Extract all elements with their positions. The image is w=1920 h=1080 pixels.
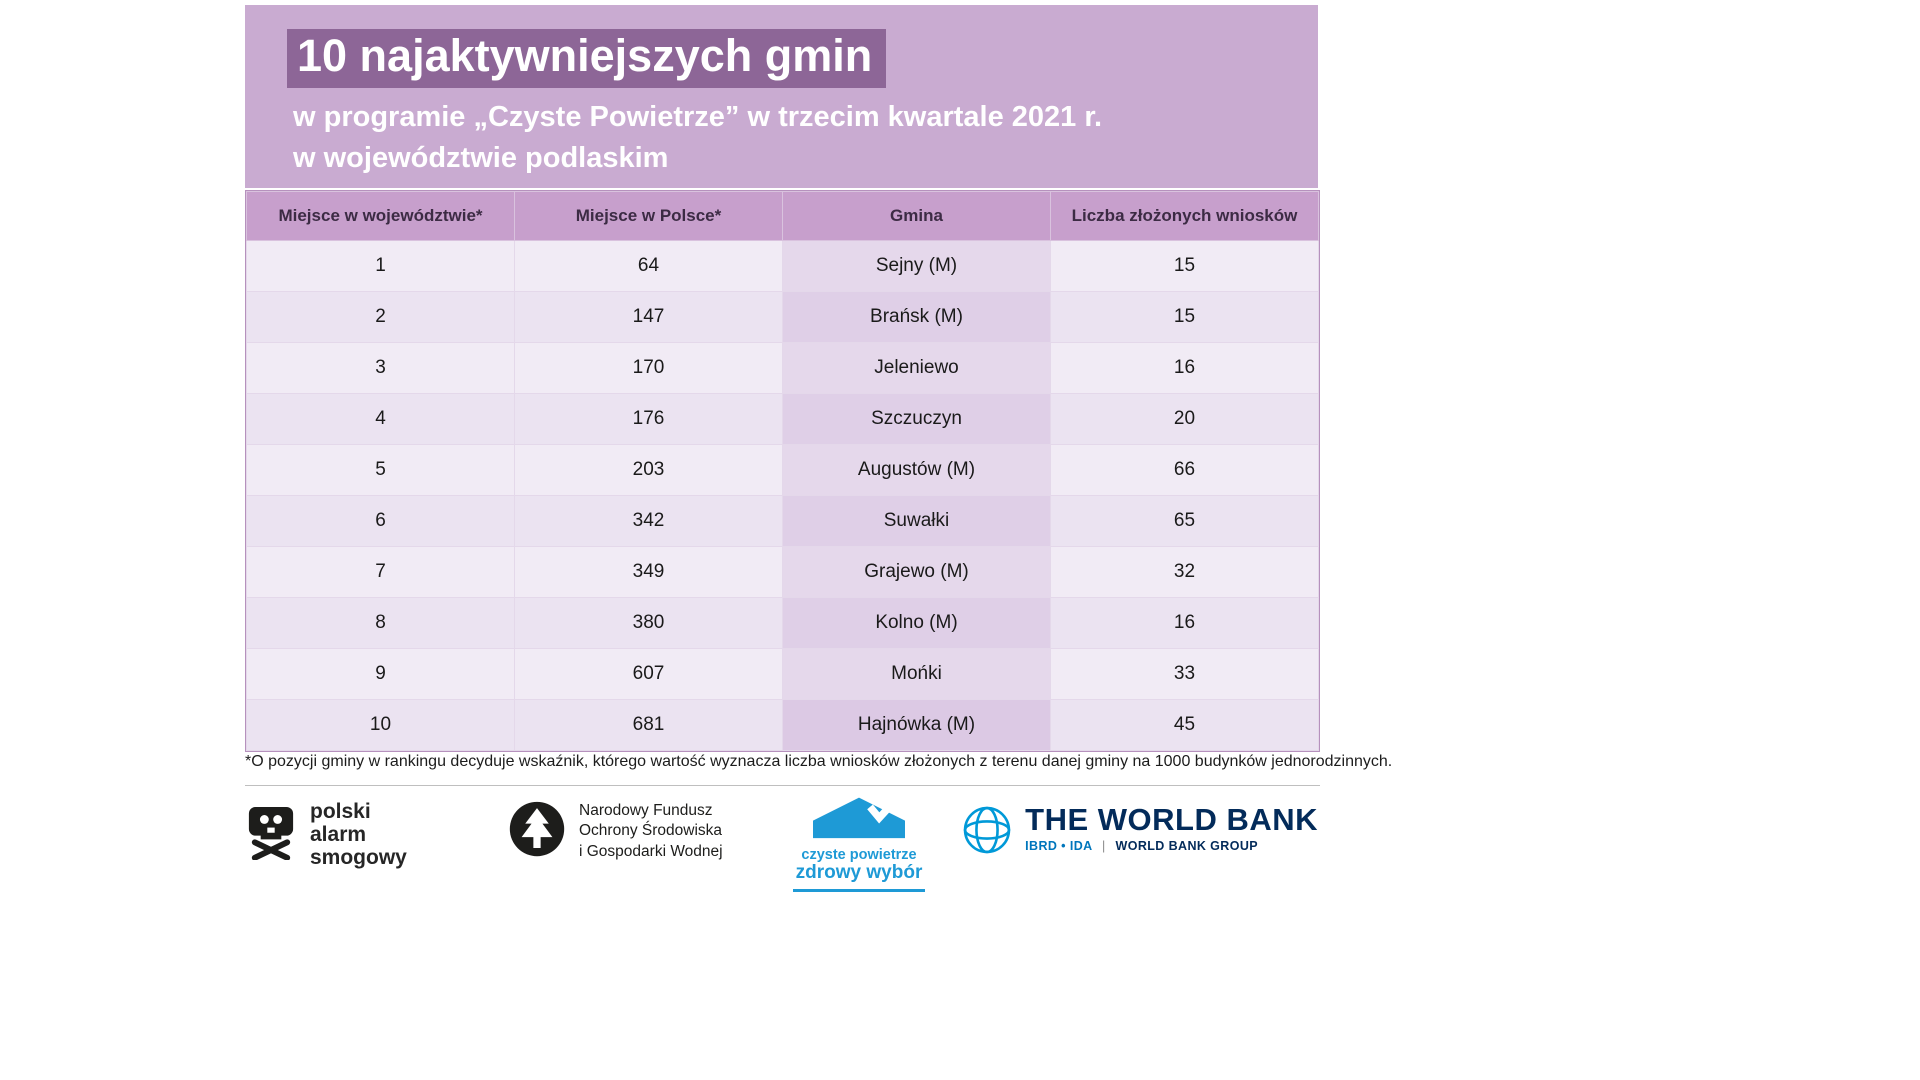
page-subtitle: w programie „Czyste Powietrze” w trzecim… bbox=[287, 97, 1278, 179]
cell-liczba-wnioskow: 20 bbox=[1050, 393, 1319, 445]
wb-divider: | bbox=[1101, 839, 1106, 853]
cell-miejsce-wojewodztwo: 8 bbox=[246, 597, 515, 649]
col-header-miejsce-wojewodztwo: Miejsce w województwie* bbox=[246, 191, 515, 241]
nfos-logo-text: Narodowy Fundusz Ochrony Środowiska i Go… bbox=[579, 801, 723, 861]
table-row: 5 203 Augustów (M) 66 bbox=[246, 444, 1319, 496]
table-row: 6 342 Suwałki 65 bbox=[246, 495, 1319, 547]
cell-liczba-wnioskow: 33 bbox=[1050, 648, 1319, 700]
cell-miejsce-polska: 681 bbox=[514, 699, 783, 751]
cp-text-line-2: zdrowy wybór bbox=[795, 862, 923, 883]
table-header-row: Miejsce w województwie* Miejsce w Polsce… bbox=[246, 191, 1319, 241]
cell-gmina: Szczuczyn bbox=[782, 393, 1051, 445]
cell-miejsce-wojewodztwo: 10 bbox=[246, 699, 515, 751]
table-row: 7 349 Grajewo (M) 32 bbox=[246, 546, 1319, 598]
cell-gmina: Hajnówka (M) bbox=[782, 699, 1051, 751]
cell-gmina: Kolno (M) bbox=[782, 597, 1051, 649]
cell-liczba-wnioskow: 32 bbox=[1050, 546, 1319, 598]
col-header-liczba-wnioskow: Liczba złożonych wniosków bbox=[1050, 191, 1319, 241]
cell-liczba-wnioskow: 65 bbox=[1050, 495, 1319, 547]
pas-text-line-3: smogowy bbox=[310, 846, 407, 870]
globe-icon bbox=[961, 804, 1013, 861]
wb-logo-text: THE WORLD BANK IBRD • IDA | WORLD BANK G… bbox=[1025, 804, 1318, 853]
cell-miejsce-wojewodztwo: 4 bbox=[246, 393, 515, 445]
cell-miejsce-polska: 342 bbox=[514, 495, 783, 547]
cell-liczba-wnioskow: 66 bbox=[1050, 444, 1319, 496]
header-banner: 10 najaktywniejszych gmin w programie „C… bbox=[245, 5, 1318, 188]
cell-miejsce-wojewodztwo: 1 bbox=[246, 240, 515, 292]
table-row: 10 681 Hajnówka (M) 45 bbox=[246, 699, 1319, 751]
cell-liczba-wnioskow: 16 bbox=[1050, 597, 1319, 649]
cell-liczba-wnioskow: 15 bbox=[1050, 291, 1319, 343]
cell-liczba-wnioskow: 45 bbox=[1050, 699, 1319, 751]
logo-czyste-powietrze: czyste powietrze zdrowy wybór bbox=[793, 793, 925, 892]
logo-world-bank: THE WORLD BANK IBRD • IDA | WORLD BANK G… bbox=[961, 804, 1318, 861]
cell-miejsce-wojewodztwo: 9 bbox=[246, 648, 515, 700]
table-row: 3 170 Jeleniewo 16 bbox=[246, 342, 1319, 394]
nfos-text-line-1: Narodowy Fundusz bbox=[579, 802, 713, 820]
table-row: 9 607 Mońki 33 bbox=[246, 648, 1319, 700]
footer-logos: polski alarm smogowy Narodowy Fundusz Oc… bbox=[245, 792, 1318, 892]
cell-miejsce-wojewodztwo: 6 bbox=[246, 495, 515, 547]
cell-miejsce-polska: 176 bbox=[514, 393, 783, 445]
cell-gmina: Mońki bbox=[782, 648, 1051, 700]
wb-ibrd-ida: IBRD • IDA bbox=[1025, 839, 1093, 853]
logo-polski-alarm-smogowy: polski alarm smogowy bbox=[245, 800, 407, 869]
cell-liczba-wnioskow: 16 bbox=[1050, 342, 1319, 394]
table-row: 1 64 Sejny (M) 15 bbox=[246, 240, 1319, 292]
cell-miejsce-polska: 170 bbox=[514, 342, 783, 394]
table-row: 2 147 Brańsk (M) 15 bbox=[246, 291, 1319, 343]
cell-liczba-wnioskow: 15 bbox=[1050, 240, 1319, 292]
nfos-text-line-2: Ochrony Środowiska bbox=[579, 822, 723, 840]
house-check-icon bbox=[803, 793, 915, 844]
skull-crossbones-icon bbox=[245, 804, 297, 865]
table-row: 4 176 Szczuczyn 20 bbox=[246, 393, 1319, 445]
cell-miejsce-polska: 64 bbox=[514, 240, 783, 292]
subtitle-line-1: w programie „Czyste Powietrze” w trzecim… bbox=[293, 100, 1103, 133]
nfos-text-line-3: i Gospodarki Wodnej bbox=[579, 842, 723, 860]
cell-miejsce-polska: 607 bbox=[514, 648, 783, 700]
col-header-miejsce-polska: Miejsce w Polsce* bbox=[514, 191, 783, 241]
wb-title: THE WORLD BANK bbox=[1025, 802, 1318, 837]
pas-text-line-2: alarm bbox=[310, 823, 367, 847]
cell-gmina: Grajewo (M) bbox=[782, 546, 1051, 598]
pas-logo-text: polski alarm smogowy bbox=[310, 800, 407, 869]
cell-miejsce-polska: 349 bbox=[514, 546, 783, 598]
pas-text-line-1: polski bbox=[310, 800, 371, 823]
cp-underline bbox=[793, 888, 925, 892]
cp-text-line-1: czyste powietrze bbox=[801, 847, 917, 863]
cell-miejsce-polska: 380 bbox=[514, 597, 783, 649]
wb-group: WORLD BANK GROUP bbox=[1115, 839, 1259, 853]
wb-subtitle: IBRD • IDA | WORLD BANK GROUP bbox=[1025, 839, 1318, 853]
cell-gmina: Jeleniewo bbox=[782, 342, 1051, 394]
cell-gmina: Sejny (M) bbox=[782, 240, 1051, 292]
cell-miejsce-wojewodztwo: 7 bbox=[246, 546, 515, 598]
footnote: *O pozycji gminy w rankingu decyduje wsk… bbox=[245, 745, 1392, 786]
cell-miejsce-wojewodztwo: 3 bbox=[246, 342, 515, 394]
cell-gmina: Suwałki bbox=[782, 495, 1051, 547]
ranking-table: Miejsce w województwie* Miejsce w Polsce… bbox=[245, 190, 1320, 752]
table-row: 8 380 Kolno (M) 16 bbox=[246, 597, 1319, 649]
page-title: 10 najaktywniejszych gmin bbox=[287, 29, 887, 88]
cell-gmina: Augustów (M) bbox=[782, 444, 1051, 496]
logo-narodowy-fundusz: Narodowy Fundusz Ochrony Środowiska i Go… bbox=[508, 800, 723, 863]
cell-miejsce-polska: 147 bbox=[514, 291, 783, 343]
subtitle-line-2: w województwie podlaskim bbox=[293, 141, 669, 174]
tree-emblem-icon bbox=[508, 800, 566, 863]
cell-miejsce-polska: 203 bbox=[514, 444, 783, 496]
cell-miejsce-wojewodztwo: 5 bbox=[246, 444, 515, 496]
cell-gmina: Brańsk (M) bbox=[782, 291, 1051, 343]
col-header-gmina: Gmina bbox=[782, 191, 1051, 241]
cell-miejsce-wojewodztwo: 2 bbox=[246, 291, 515, 343]
